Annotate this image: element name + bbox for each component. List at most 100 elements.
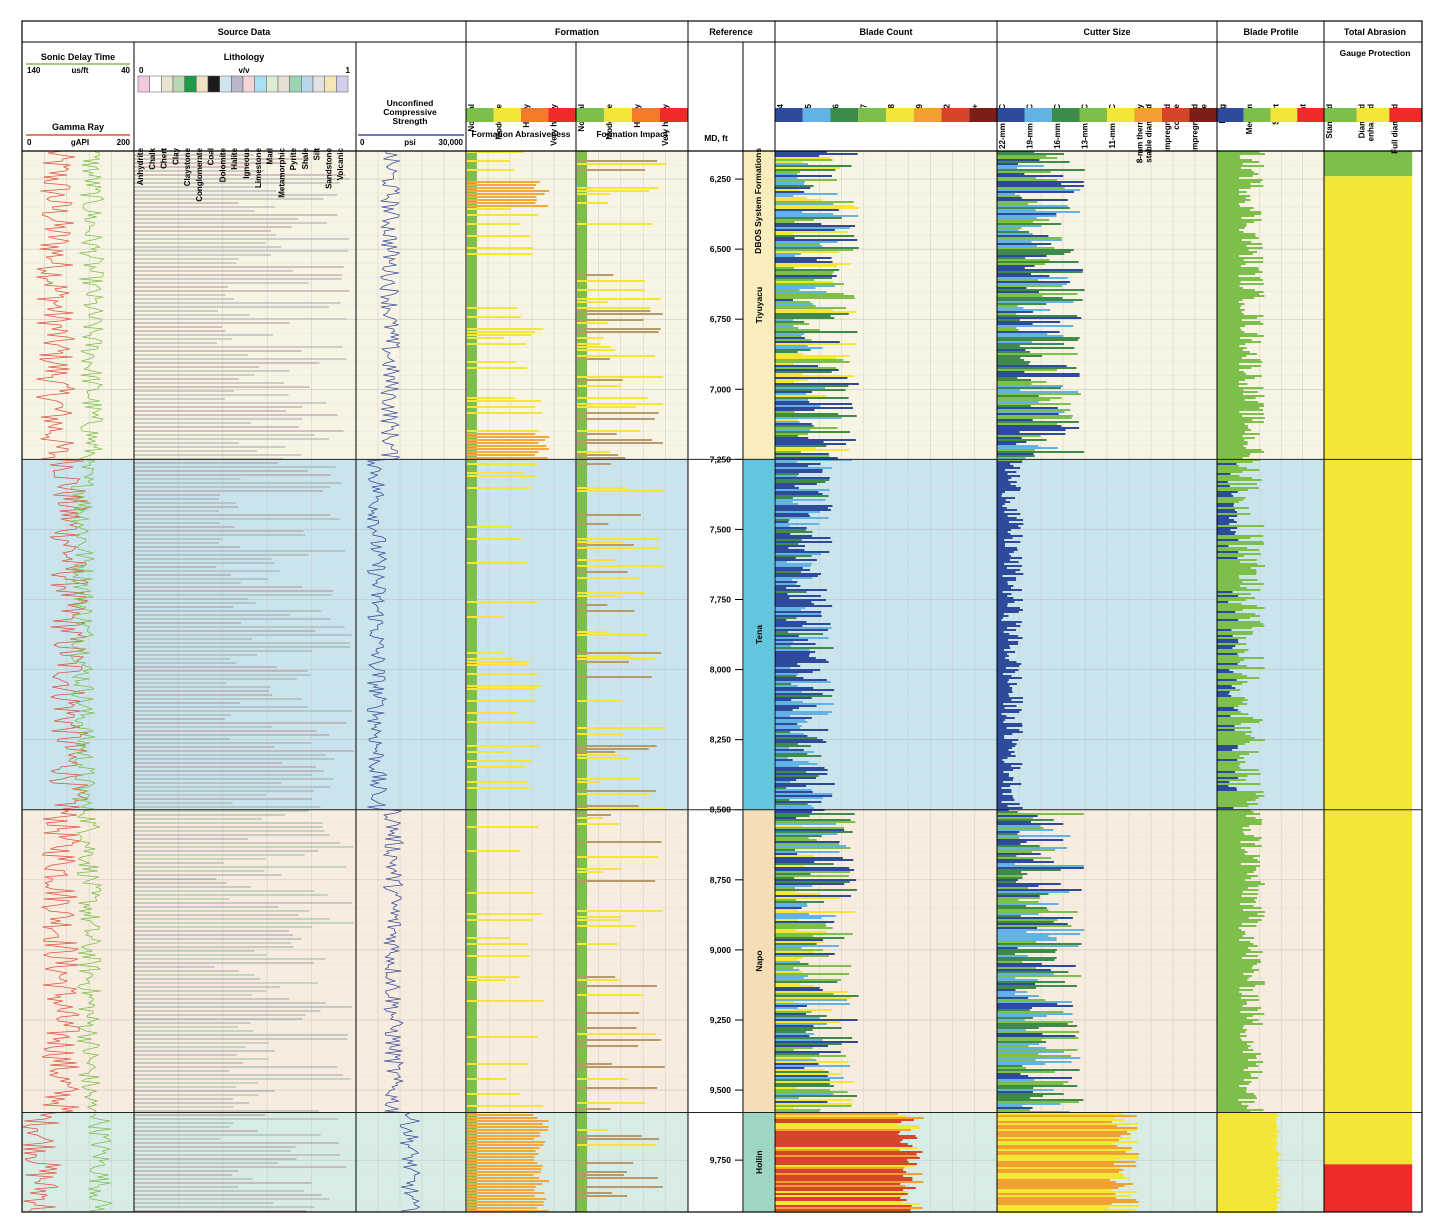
bp-fill	[1217, 663, 1238, 665]
cs-fill	[997, 1103, 1061, 1105]
cs-fill	[997, 739, 1019, 741]
bp-fill	[1217, 797, 1259, 799]
bp-fill	[1217, 669, 1230, 671]
imp-spike	[577, 1087, 657, 1089]
bc-fill	[775, 1195, 903, 1197]
bc-fill	[775, 817, 797, 819]
abr-spike	[467, 712, 517, 714]
cs-fill	[997, 499, 1006, 501]
bc-fill	[775, 507, 828, 509]
gamma-ray-curve	[22, 150, 89, 1212]
abr-spike	[467, 652, 504, 654]
cs-fill	[997, 211, 1080, 213]
bc-fill	[775, 687, 814, 689]
cs-fill	[997, 597, 1014, 599]
cs-fill	[997, 957, 1057, 959]
bp-fill	[1217, 567, 1252, 569]
bc-fill	[775, 165, 852, 167]
bc-fill	[775, 405, 821, 407]
cs-fill	[997, 237, 1062, 239]
bc-fill	[775, 369, 839, 371]
abr-spike	[467, 475, 537, 477]
legend-color-cell	[802, 108, 831, 122]
imp-spike	[577, 163, 667, 165]
bp-fill	[1217, 1009, 1258, 1011]
cs-fill	[997, 325, 1074, 327]
cs-fill	[997, 533, 1011, 535]
cs-fill	[997, 821, 1032, 823]
cs-fill	[997, 827, 1044, 829]
bp-fill	[1217, 919, 1262, 921]
bc-fill	[775, 285, 835, 287]
cs-fill	[997, 1037, 1079, 1039]
bp-fill	[1217, 403, 1264, 405]
bc-fill	[775, 1103, 854, 1105]
cs-fill	[997, 1035, 1076, 1037]
lithology-name: Conglomerate	[195, 147, 204, 201]
bp-fill	[1217, 417, 1265, 419]
depth-tick-label: 7,750	[710, 595, 732, 605]
cs-fill	[997, 331, 1060, 333]
bp-fill	[1217, 1183, 1280, 1185]
bp-fill	[1217, 723, 1241, 725]
abr-spike	[467, 1093, 520, 1095]
cs-fill	[997, 791, 1012, 793]
bc-fill	[775, 653, 810, 655]
cs-fill	[997, 893, 1049, 895]
cs-fill	[997, 1119, 1125, 1121]
abr-spike	[467, 457, 548, 459]
bp-fill	[1217, 1169, 1280, 1171]
cs-fill	[997, 707, 1005, 709]
bc-fill	[775, 281, 834, 283]
abr-spike	[467, 538, 522, 540]
bp-fill	[1217, 835, 1254, 837]
bp-fill	[1217, 973, 1244, 975]
bp-fill	[1217, 719, 1263, 721]
cs-fill	[997, 1173, 1123, 1175]
lithology-scale-left: 0	[139, 66, 144, 75]
formation-name-label: Tena	[754, 625, 764, 644]
cs-fill	[997, 859, 1034, 861]
total-abrasion-block	[1324, 176, 1413, 1165]
bp-fill	[1217, 819, 1263, 821]
imp-spike	[577, 1033, 656, 1035]
cs-fill	[997, 863, 1015, 865]
bp-fill	[1217, 787, 1237, 789]
bp-fill	[1217, 971, 1254, 973]
cs-fill	[997, 329, 1019, 331]
bc-fill	[775, 595, 821, 597]
bc-fill	[775, 945, 839, 947]
bc-fill	[775, 425, 814, 427]
bc-fill	[775, 191, 805, 193]
abr-spike	[467, 1192, 545, 1194]
cs-fill	[997, 185, 1085, 187]
bc-fill	[775, 717, 812, 719]
bc-fill	[775, 491, 819, 493]
bp-fill	[1217, 661, 1241, 663]
cs-fill	[997, 1075, 1029, 1077]
bp-fill	[1217, 1117, 1276, 1119]
bp-fill	[1217, 1001, 1247, 1003]
imp-spike	[577, 1174, 625, 1176]
bp-fill	[1217, 161, 1260, 163]
bp-fill	[1217, 1179, 1281, 1181]
cs-fill	[997, 995, 1039, 997]
bc-fill	[775, 1151, 923, 1153]
cs-fill	[997, 701, 1023, 703]
bc-fill	[775, 445, 827, 447]
cs-fill	[997, 251, 1071, 253]
bc-fill	[775, 355, 850, 357]
cs-fill	[997, 151, 1035, 153]
track-headers: Source Data Formation Reference Blade Co…	[26, 27, 1422, 254]
depth-tick-label: 7,500	[710, 524, 732, 534]
bc-fill	[775, 933, 853, 935]
imp-spike	[577, 595, 622, 597]
depth-tick-label: 8,250	[710, 735, 732, 745]
cs-fill	[997, 689, 1012, 691]
bp-fill	[1217, 953, 1247, 955]
bp-fill	[1217, 1109, 1264, 1111]
cs-fill	[997, 363, 1029, 365]
cs-fill	[997, 745, 1016, 747]
bc-fill	[775, 729, 829, 731]
cs-fill	[997, 1209, 1137, 1211]
